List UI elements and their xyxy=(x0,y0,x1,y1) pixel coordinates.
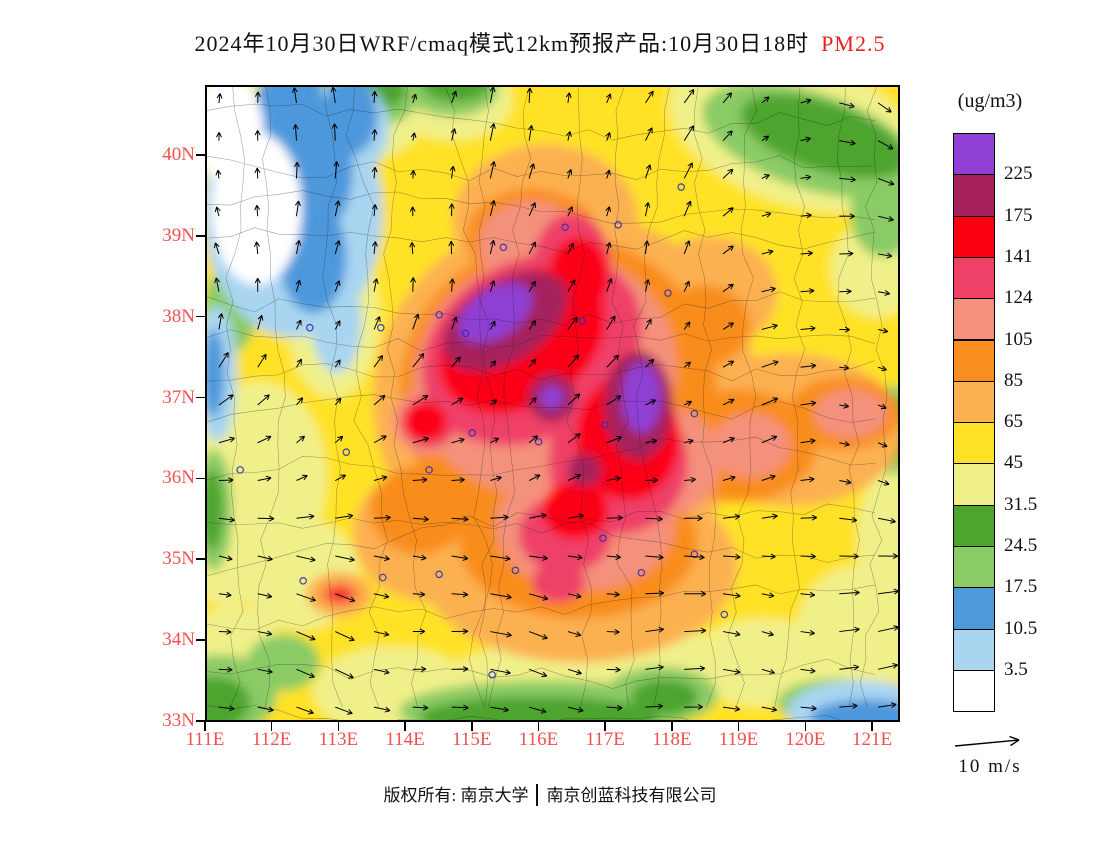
lon-tick-label: 118E xyxy=(652,729,692,750)
city-markers xyxy=(236,183,729,679)
colorbar-swatch xyxy=(953,298,995,341)
colorbar-level-label: 17.5 xyxy=(1004,576,1038,598)
lon-tick-mark xyxy=(404,722,406,731)
colorbar-level-label: 10.5 xyxy=(1004,617,1038,639)
colorbar-level-label: 3.5 xyxy=(1004,658,1028,680)
lat-tick-mark xyxy=(196,396,205,399)
colorbar-swatch xyxy=(953,256,995,300)
colorbar-level-label: 225 xyxy=(1004,163,1033,185)
lat-tick-mark xyxy=(196,235,205,237)
lon-tick-mark xyxy=(671,722,673,731)
copyright-left: 版权所有: 南京大学 xyxy=(383,786,529,805)
colorbar-swatch xyxy=(953,669,995,713)
copyright: 版权所有: 南京大学 南京创蓝科技有限公司 xyxy=(150,781,950,806)
forecast-map xyxy=(205,85,900,722)
lat-tick-mark xyxy=(196,154,205,156)
lat-tick-label: 38N xyxy=(162,305,195,327)
lon-tick-mark xyxy=(537,722,540,731)
colorbar-swatch xyxy=(953,504,995,547)
lon-tick-label: 117E xyxy=(585,729,625,750)
colorbar-level-label: 85 xyxy=(1004,369,1023,391)
copyright-right: 南京创蓝科技有限公司 xyxy=(546,786,717,805)
lon-tick-mark xyxy=(604,722,606,731)
lon-tick-mark xyxy=(804,722,807,731)
colorbar-swatch xyxy=(953,133,995,176)
colorbar-level-label: 65 xyxy=(1004,411,1023,433)
lat-tick-mark xyxy=(196,558,205,560)
colorbar-swatch xyxy=(953,587,995,630)
lon-tick-label: 121E xyxy=(851,729,893,750)
lat-tick-mark xyxy=(196,720,205,722)
lon-tick-mark xyxy=(871,722,873,731)
lon-tick-mark xyxy=(737,722,740,731)
pm25-heatmap xyxy=(207,87,898,720)
lat-tick-label: 39N xyxy=(162,224,195,246)
lat-tick-mark xyxy=(196,477,205,480)
colorbar-swatch xyxy=(953,339,995,382)
chart-title: 2024年10月30日WRF/cmaq模式12km预报产品:10月30日18时 P… xyxy=(40,26,1040,58)
lon-tick-label: 114E xyxy=(385,729,425,750)
lon-tick-mark xyxy=(204,722,206,731)
lat-tick-mark xyxy=(196,639,205,641)
lon-tick-label: 119E xyxy=(718,729,759,750)
colorbar-swatch xyxy=(953,546,995,589)
colorbar-level-label: 105 xyxy=(1004,328,1033,350)
colorbar-swatch xyxy=(953,174,995,217)
lon-tick-label: 120E xyxy=(785,729,826,750)
lat-tick-label: 40N xyxy=(162,143,195,165)
wind-scale-legend: 10 m/s xyxy=(948,733,1032,778)
colorbar-swatch xyxy=(953,463,995,506)
wind-scale-arrow-icon xyxy=(954,735,1020,747)
colorbar-level-label: 141 xyxy=(1004,245,1033,267)
colorbar-level-label: 24.5 xyxy=(1004,535,1038,556)
lat-tick-mark xyxy=(196,315,205,318)
lat-tick-label: 35N xyxy=(162,548,195,570)
colorbar-level-label: 175 xyxy=(1004,204,1033,226)
separator-bar xyxy=(536,784,539,806)
colorbar-swatch xyxy=(953,215,995,258)
chart-title-text: 2024年10月30日WRF/cmaq模式12km预报产品:10月30日18时 xyxy=(194,31,810,56)
lat-tick-label: 34N xyxy=(162,629,195,651)
colorbar-level-label: 45 xyxy=(1004,452,1023,474)
colorbar-swatch xyxy=(953,422,995,465)
lon-tick-label: 115E xyxy=(452,729,492,750)
lon-tick-label: 113E xyxy=(318,729,359,750)
colorbar-swatch xyxy=(953,380,995,424)
colorbar-level-label: 124 xyxy=(1004,287,1033,309)
lon-tick-mark xyxy=(270,722,273,731)
lat-tick-label: 37N xyxy=(162,386,195,408)
lon-tick-label: 112E xyxy=(251,729,292,750)
wind-scale-label: 10 m/s xyxy=(958,756,1022,777)
lon-tick-mark xyxy=(471,722,473,731)
lon-tick-label: 116E xyxy=(518,729,559,750)
lat-tick-label: 36N xyxy=(162,467,195,489)
colorbar-level-label: 31.5 xyxy=(1004,493,1038,515)
colorbar-unit-label: (ug/m3) xyxy=(957,90,1023,112)
lat-tick-label: 33N xyxy=(162,709,195,731)
lon-tick-label: 111E xyxy=(185,729,225,750)
lon-tick-mark xyxy=(337,722,340,731)
pollutant-label: PM2.5 xyxy=(821,31,886,56)
colorbar-swatch xyxy=(953,628,995,671)
wind-vectors xyxy=(213,87,898,715)
